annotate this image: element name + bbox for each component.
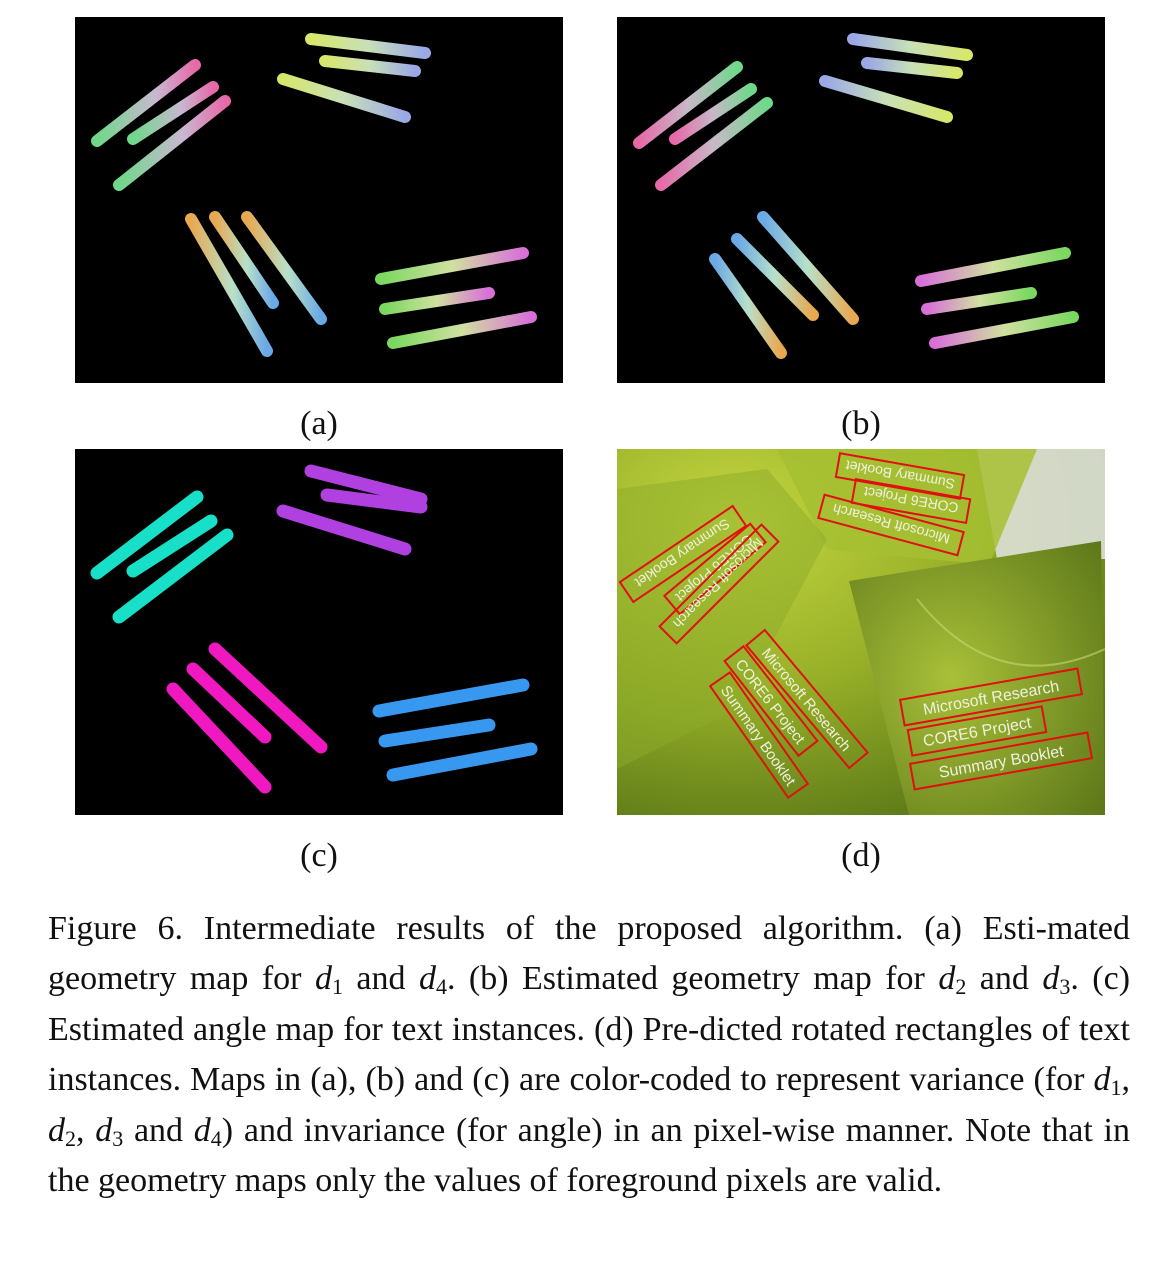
panel-d-label: (d)	[841, 837, 881, 874]
math-var: d	[193, 1111, 211, 1149]
panel-a-image	[75, 17, 563, 383]
caption-text: ) and invariance (for angle) in an pixel…	[48, 1111, 1131, 1200]
math-var: d	[938, 960, 956, 998]
math-var: d	[1093, 1061, 1111, 1099]
math-subscript: 2	[65, 1125, 76, 1151]
panel-d-image: Summary Booklet CORE6 Project Microsoft …	[617, 449, 1105, 815]
panel-b-geometry-map	[617, 17, 1105, 383]
caption-text: and	[123, 1111, 194, 1149]
caption-text: and	[966, 960, 1043, 998]
math-subscript: 2	[955, 974, 967, 1000]
panel-d-predicted-rectangles: Summary Booklet CORE6 Project Microsoft …	[617, 449, 1105, 815]
math-subscript: 1	[331, 974, 343, 1000]
caption-text: Figure 6. Intermediate results of the pr…	[48, 910, 1130, 998]
math-subscript: 3	[112, 1125, 124, 1151]
math-var: d	[1042, 960, 1060, 998]
math-subscript: 1	[1110, 1075, 1122, 1101]
panel-c-image	[75, 449, 563, 815]
figure-caption: Figure 6. Intermediate results of the pr…	[48, 904, 1130, 1206]
panel-a-label: (a)	[300, 405, 338, 442]
caption-text: ,	[76, 1111, 96, 1149]
caption-text: and	[342, 960, 419, 998]
caption-text: ,	[1121, 1061, 1131, 1099]
math-subscript: 4	[210, 1125, 222, 1151]
math-var: d	[418, 960, 436, 998]
caption-text: . (c) Estimated angle map for text insta…	[48, 960, 1131, 1099]
math-subscript: 4	[435, 974, 447, 1000]
math-var: d	[95, 1111, 113, 1149]
caption-text: . (b) Estimated geometry map for	[446, 960, 939, 998]
panel-c-label: (c)	[300, 837, 338, 874]
math-var: d	[48, 1111, 65, 1149]
panel-a-geometry-map	[75, 17, 563, 383]
math-var: d	[314, 960, 332, 998]
math-subscript: 3	[1059, 974, 1071, 1000]
panel-b-label: (b)	[841, 405, 881, 442]
panel-b-image	[617, 17, 1105, 383]
panel-c-angle-map	[75, 449, 563, 815]
